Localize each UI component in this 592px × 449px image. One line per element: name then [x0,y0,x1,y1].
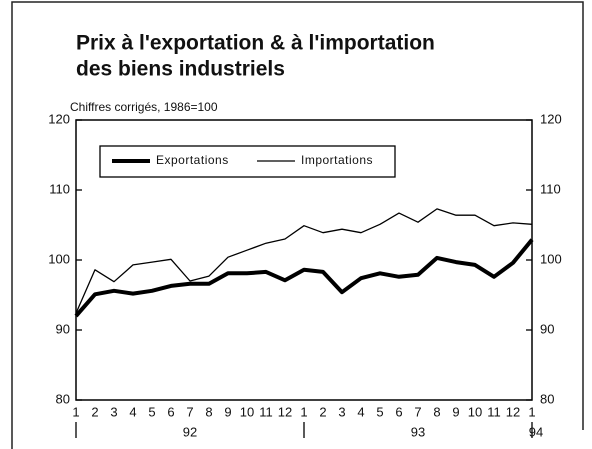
x-tick-label: 9 [224,404,231,419]
legend [99,145,396,178]
y2-tick-label: 100 [540,251,562,266]
x-tick-label: 10 [240,404,254,419]
x-tick-label: 5 [148,404,155,419]
x-tick-label: 4 [129,404,136,419]
y-tick-label: 100 [48,251,70,266]
y-tick-label: 90 [56,321,70,336]
x-tick-label: 6 [395,404,402,419]
year-label: 92 [183,424,197,439]
x-tick-label: 8 [205,404,212,419]
y-tick-label: 80 [56,391,70,406]
x-tick-label: 3 [338,404,345,419]
x-tick-label: 9 [452,404,459,419]
x-tick-label: 11 [259,404,273,419]
y2-tick-label: 80 [540,391,554,406]
y-tick-label: 110 [49,181,70,196]
chart-title: des biens industriels [76,58,285,81]
y2-tick-label: 90 [540,321,554,336]
y2-tick-label: 120 [540,111,562,126]
x-tick-label: 2 [319,404,326,419]
chart-title: Prix à l'exportation & à l'importation [76,32,435,55]
x-tick-label: 1 [72,404,79,419]
line-series [74,238,534,318]
legend-label: Importations [301,153,373,167]
year-label: 94 [529,424,543,439]
x-tick-label: 2 [91,404,98,419]
x-tick-label: 6 [167,404,174,419]
y2-tick-label: 110 [540,181,561,196]
frame [11,1,584,449]
x-tick-label: 4 [357,404,364,419]
x-tick-label: 7 [414,404,421,419]
x-tick-label: 5 [376,404,383,419]
x-tick-label: 1 [300,404,307,419]
x-tick-label: 1 [528,404,535,419]
x-tick-label: 7 [186,404,193,419]
x-tick-label: 12 [278,404,292,419]
subtitle: Chiffres corrigés, 1986=100 [70,100,218,114]
x-tick-label: 10 [468,404,482,419]
x-tick-label: 12 [506,404,520,419]
year-label: 93 [411,424,425,439]
y-tick-label: 120 [48,111,70,126]
x-tick-label: 8 [433,404,440,419]
legend-label: Exportations [156,153,229,167]
x-tick-label: 11 [487,404,501,419]
x-tick-label: 3 [110,404,117,419]
line-series [75,208,533,314]
